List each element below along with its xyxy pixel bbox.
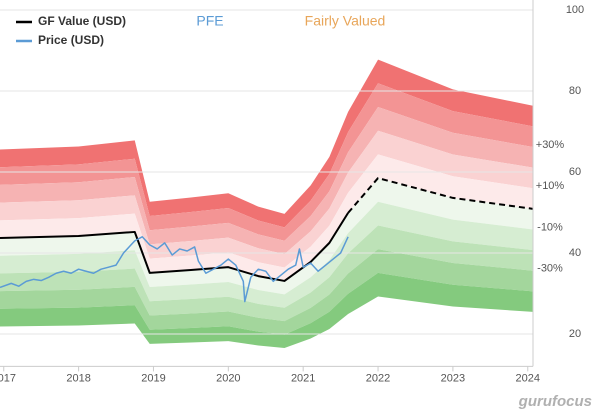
valuation-band (0, 83, 533, 241)
x-tick-label: 2020 (216, 372, 240, 384)
band-label: +30% (536, 139, 565, 151)
plot-area (0, 9, 533, 348)
series-line (0, 236, 349, 303)
valuation-band (0, 106, 533, 255)
valuation-band (0, 178, 533, 295)
x-tick-label: 2019 (141, 372, 165, 384)
watermark: gurufocus (518, 393, 592, 410)
annotation: PFE (196, 13, 223, 29)
legend-label: GF Value (USD) (38, 14, 126, 28)
series-line (347, 177, 533, 214)
x-tick-label: 2018 (66, 372, 90, 384)
y-tick-label: 40 (569, 247, 581, 259)
x-tick-label: 2021 (291, 372, 315, 384)
y-tick-label: 80 (569, 85, 581, 97)
y-tick-label: 20 (569, 328, 581, 340)
series-line (0, 212, 349, 282)
x-tick-label: 2024 (516, 372, 540, 384)
valuation-band (0, 272, 533, 348)
x-tick-label: 2022 (366, 372, 390, 384)
valuation-band (0, 249, 533, 335)
valuation-band (0, 154, 533, 281)
valuation-band (0, 130, 533, 268)
valuation-band (0, 59, 533, 228)
valuation-band (0, 225, 533, 322)
overlay: 20 40 60 80 100 2017 2018 2019 2020 2021 2022 2023 2… (0, 0, 592, 410)
band-label: -30% (537, 263, 563, 275)
y-tick-label: 60 (569, 166, 581, 178)
y-tick-label: 100 (566, 4, 584, 16)
annotation: Fairly Valued (305, 13, 386, 29)
band-label: +10% (536, 180, 565, 192)
x-tick-label: 2017 (0, 372, 16, 384)
x-tick-label: 2023 (441, 372, 465, 384)
band-label: -10% (537, 221, 563, 233)
valuation-band (0, 201, 533, 308)
legend-label: Price (USD) (38, 33, 104, 47)
